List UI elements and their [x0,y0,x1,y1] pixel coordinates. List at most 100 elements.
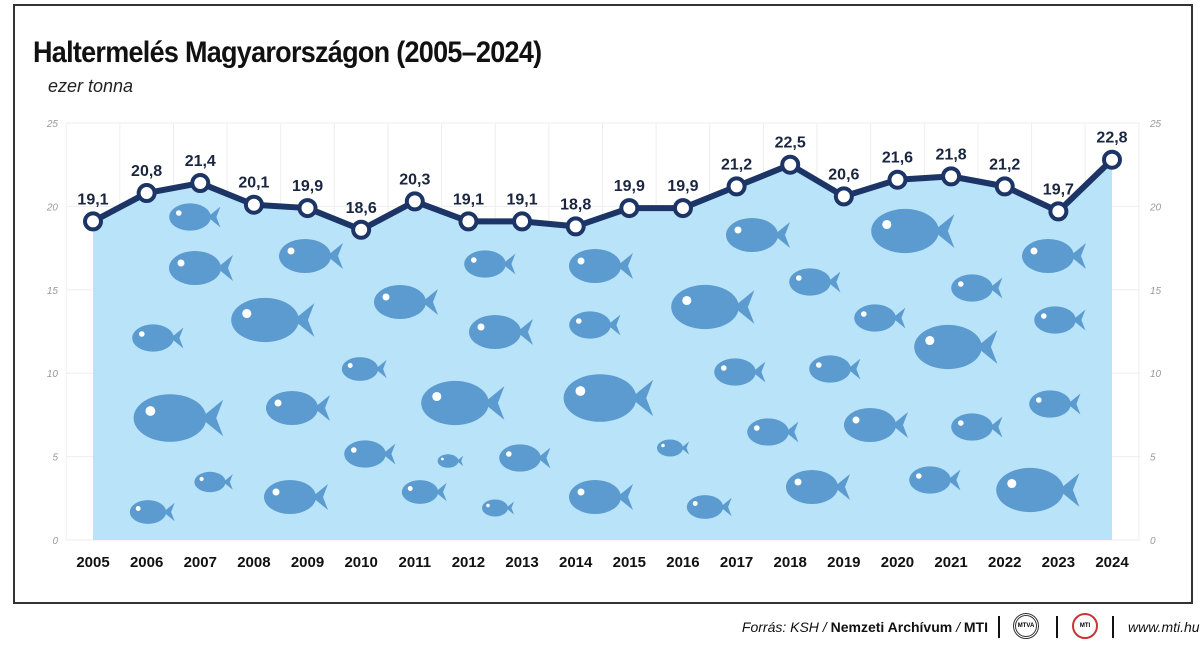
fish-tail [847,358,861,380]
fish-tail [327,243,343,269]
fish-icon [951,413,1003,441]
fish-icon [914,324,998,370]
fish-body [844,408,896,442]
fish-tail [1058,473,1080,507]
fish-icon [686,495,732,519]
x-tick-label: 2024 [1095,554,1129,571]
fish-body [914,324,982,370]
fish-body [871,208,939,254]
fish-icon [499,444,551,472]
fish-tail [483,386,505,420]
fish-icon [279,239,343,273]
fish-eye [1036,397,1042,403]
fish-icon [1022,239,1086,273]
fish-tail [752,361,766,383]
fish-tail [1067,393,1081,415]
fish-tail [163,502,175,522]
source-archive: Nemzeti Archívum [830,619,953,635]
fish-eye [577,257,585,265]
fish-eye [139,331,145,337]
data-point [190,173,211,194]
data-point [136,183,157,204]
fish-icon [657,439,689,457]
data-point [994,176,1015,197]
fish-body [714,358,756,386]
data-label: 21,6 [882,150,913,167]
y-tick-label-right: 15 [1150,286,1162,297]
fish-tail [827,271,841,293]
x-tick-label: 2019 [827,554,860,571]
data-point [404,191,425,212]
fish-eye [135,506,141,511]
source-mti: MTI [963,619,988,635]
fish-body [401,480,439,504]
fish-body [421,380,489,426]
data-point [833,186,854,207]
data-label: 19,9 [667,178,698,195]
fish-icon [747,418,799,446]
fish-eye [852,416,860,424]
fish-tail [375,359,387,379]
data-label: 22,8 [1096,130,1127,147]
fish-eye [721,365,727,371]
fish-icon [401,480,447,504]
fish-eye [351,447,357,453]
fish-body [341,357,379,381]
source-text: Forrás: KSH / Nemzeti Archívum / MTI [742,619,988,635]
y-tick-label-left: 0 [52,536,58,547]
fish-body [996,467,1064,513]
fish-eye [734,226,742,234]
fish-eye [347,363,353,368]
data-label: 19,9 [292,178,323,195]
fish-body [809,355,851,383]
fish-icon [421,380,505,426]
fish-icon [786,470,850,504]
x-tick-label: 2015 [613,554,646,571]
website-link[interactable]: www.mti.hu [1128,619,1200,635]
fish-icon [133,394,224,442]
fish-icon [169,203,221,231]
fish-tail [1072,309,1086,331]
data-point [1102,149,1122,170]
fish-tail [435,482,447,502]
fish-eye [477,323,485,331]
fish-icon [129,500,175,524]
fish-body [951,413,993,441]
data-point [1048,201,1069,222]
fish-icon [951,274,1003,302]
fish-eye [506,451,512,457]
fish-body [266,391,318,425]
data-label: 20,1 [238,175,269,192]
chart-subtitle: ezer tonna [48,76,134,96]
y-tick-label-left: 20 [46,202,59,213]
fish-eye [916,473,922,479]
x-tick-label: 2014 [559,554,593,571]
x-tick-label: 2006 [130,554,163,571]
fish-tail [976,330,998,364]
data-point [512,211,533,232]
fish-icon [1029,390,1081,418]
fish-body [671,284,739,330]
fish-eye [577,488,585,496]
fish-eye [1030,247,1038,255]
fish-eye [471,257,477,263]
data-label: 20,8 [131,163,162,180]
fish-tail [422,289,438,315]
x-tick-label: 2012 [452,554,485,571]
fish-eye [407,486,413,491]
fish-eye [145,406,156,416]
fish-icon [854,304,906,332]
data-label: 19,1 [453,191,484,208]
fish-body [264,480,316,514]
fish-body [169,203,211,231]
data-label: 21,4 [185,153,216,170]
x-tick-label: 2016 [666,554,699,571]
fish-tail [989,416,1003,438]
y-tick-label-right: 0 [1150,536,1156,547]
x-tick-label: 2020 [881,554,914,571]
fish-eye [958,281,964,287]
fish-eye [661,443,665,448]
fish-body [344,440,386,468]
fish-eye [861,311,867,317]
fish-icon [266,391,330,425]
